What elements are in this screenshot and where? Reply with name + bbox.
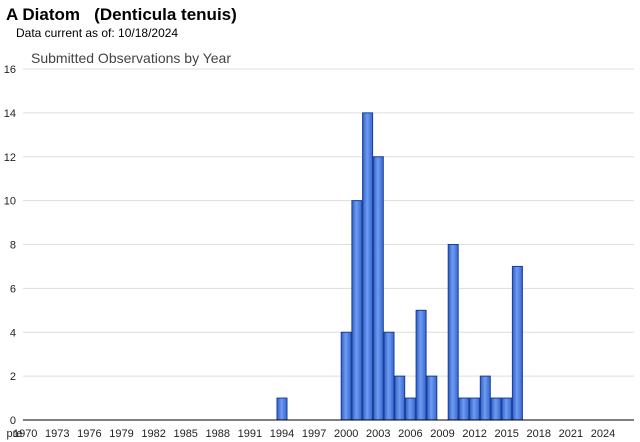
x-tick-label: 1994 <box>270 428 294 440</box>
x-tick-label: 2006 <box>398 428 422 440</box>
bar-2008 <box>426 375 438 421</box>
x-tick-label: 2003 <box>366 428 390 440</box>
x-tick-label: 2012 <box>462 428 486 440</box>
bar-2002 <box>362 112 374 421</box>
x-tick-label: 2021 <box>559 428 583 440</box>
chart-title: Submitted Observations by Year <box>31 50 231 66</box>
x-tick-label: 1991 <box>238 428 262 440</box>
y-tick-label: 14 <box>4 108 16 120</box>
y-tick-label: 4 <box>10 327 16 339</box>
y-tick-label: 16 <box>4 64 16 76</box>
data-current-note: Data current as of: 10/18/2024 <box>16 26 179 40</box>
x-tick-label: 1997 <box>302 428 326 440</box>
bar-2015 <box>501 397 513 421</box>
y-tick-label: 12 <box>4 152 16 164</box>
x-tick-label: 2000 <box>334 428 358 440</box>
bar-2006 <box>404 397 416 421</box>
x-tick-label: 1970 <box>13 428 37 440</box>
bar-2012 <box>469 397 481 421</box>
bar-2005 <box>394 375 406 421</box>
bar-2000 <box>340 331 352 421</box>
bar-2014 <box>490 397 502 421</box>
bar-2004 <box>383 331 395 421</box>
x-tick-label: 1976 <box>77 428 101 440</box>
bar-2010 <box>447 244 459 421</box>
x-tick-label: 1985 <box>173 428 197 440</box>
x-tick-label: pre <box>7 428 23 440</box>
bar-1994 <box>276 397 288 421</box>
x-tick-label: 2009 <box>430 428 454 440</box>
bar-2011 <box>458 397 470 421</box>
bar-2003 <box>372 156 384 421</box>
bar-2007 <box>415 309 427 421</box>
bar-2001 <box>351 200 363 421</box>
bar-2013 <box>479 375 491 421</box>
x-tick-label: 2015 <box>494 428 518 440</box>
x-tick-label: 1988 <box>206 428 230 440</box>
x-tick-label: 1973 <box>45 428 69 440</box>
bar-2016 <box>511 265 523 421</box>
y-tick-label: 2 <box>10 371 16 383</box>
x-tick-label: 2024 <box>591 428 615 440</box>
y-tick-label: 8 <box>10 240 16 252</box>
x-tick-label: 1979 <box>109 428 133 440</box>
x-tick-label: 1982 <box>141 428 165 440</box>
page-title: A Diatom (Denticula tenuis) <box>6 5 237 24</box>
x-tick-label: 2018 <box>527 428 551 440</box>
y-tick-label: 6 <box>10 283 16 295</box>
y-tick-label: 10 <box>4 196 16 208</box>
y-tick-label: 0 <box>10 415 16 427</box>
